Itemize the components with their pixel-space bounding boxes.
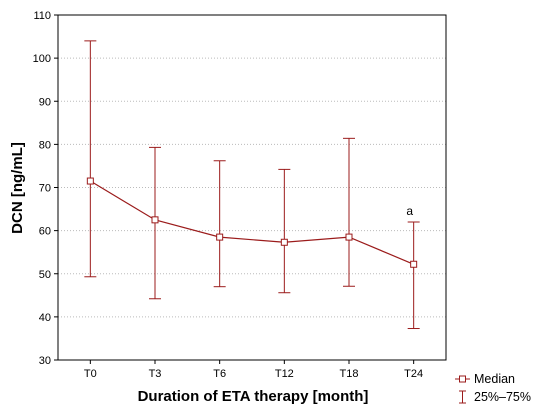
- x-tick-label: T6: [213, 368, 226, 380]
- y-tick-label: 90: [39, 96, 51, 108]
- error-bar: [278, 168, 291, 294]
- error-bar: [343, 137, 355, 287]
- y-tick-label: 70: [39, 183, 51, 195]
- grid-lines: [58, 57, 446, 318]
- error-bar: [84, 40, 97, 278]
- legend-range-label: 25%–75%: [474, 390, 531, 404]
- median-point: [410, 260, 418, 268]
- legend-range-marker: [459, 390, 466, 404]
- legend-median-marker: [455, 375, 470, 383]
- median-line: [90, 180, 414, 265]
- y-tick-label: 60: [39, 226, 51, 238]
- x-axis-ticks: T0 T3 T6 T12 T18 T24: [84, 360, 423, 380]
- median-point: [151, 216, 159, 224]
- x-tick-label: T3: [149, 368, 162, 380]
- x-axis-title: Duration of ETA therapy [month]: [138, 388, 369, 405]
- y-axis-ticks: 30 40 50 60 70 80 90 100 110: [33, 10, 58, 367]
- error-bar: [407, 221, 420, 330]
- median-point: [216, 233, 224, 241]
- series-median: [84, 40, 420, 330]
- legend-median-label: Median: [474, 372, 515, 386]
- y-tick-label: 50: [39, 269, 51, 281]
- x-tick-label: T24: [404, 368, 423, 380]
- median-point: [86, 177, 94, 185]
- annotations: a: [406, 204, 413, 218]
- y-tick-label: 110: [33, 10, 51, 22]
- median-point: [280, 238, 288, 246]
- y-tick-label: 100: [33, 53, 51, 65]
- x-tick-label: T18: [340, 368, 359, 380]
- y-tick-label: 80: [39, 139, 51, 151]
- error-bar: [213, 160, 226, 288]
- y-tick-label: 30: [39, 355, 51, 367]
- x-tick-label: T0: [84, 368, 97, 380]
- annotation-label: a: [406, 204, 413, 218]
- plot-frame: [57, 14, 447, 361]
- y-tick-label: 40: [39, 312, 51, 324]
- y-axis-title: DCN [ng/mL]: [9, 142, 26, 234]
- legend: Median 25%–75%: [455, 372, 531, 404]
- median-point: [345, 233, 353, 241]
- x-tick-label: T12: [275, 368, 294, 380]
